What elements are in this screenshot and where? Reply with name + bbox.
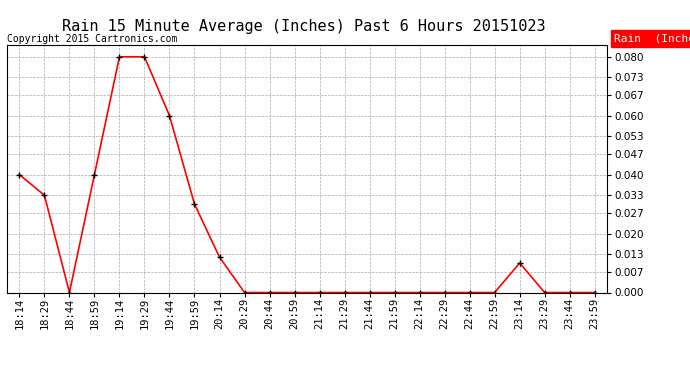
Text: Rain 15 Minute Average (Inches) Past 6 Hours 20151023: Rain 15 Minute Average (Inches) Past 6 H… [62, 19, 545, 34]
Text: Copyright 2015 Cartronics.com: Copyright 2015 Cartronics.com [7, 34, 177, 44]
Text: Rain  (Inches): Rain (Inches) [614, 34, 690, 44]
